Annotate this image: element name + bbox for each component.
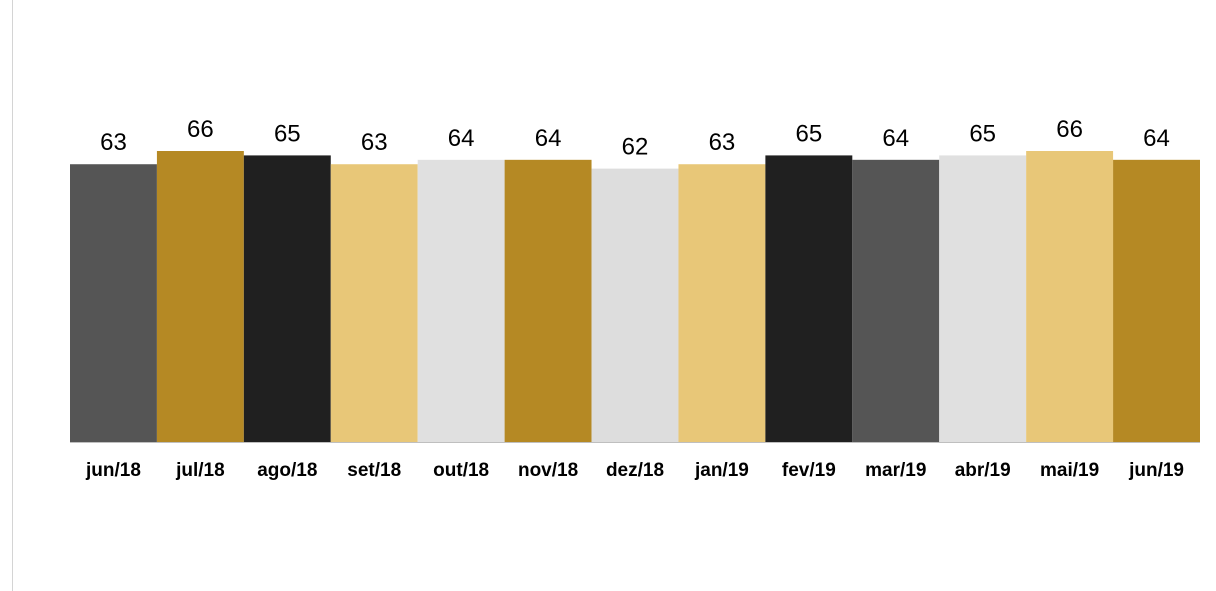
value-label-jun/19: 64 (1143, 125, 1170, 152)
bar-ago/18 (243, 155, 331, 442)
category-labels-group: jun/18 jul/18 ago/18 set/18 out/18 nov/18 dez/… (85, 460, 1184, 481)
category-label-dez/18: dez/18 (606, 460, 664, 481)
category-label-out/18: out/18 (433, 460, 489, 481)
bar-jun/18 (70, 164, 157, 442)
category-label-mai/19: mai/19 (1040, 460, 1099, 481)
bar-set/18 (330, 164, 418, 442)
bars-group (70, 151, 1200, 443)
value-label-mar/19: 64 (882, 125, 909, 152)
category-label-mar/19: mar/19 (865, 460, 926, 481)
value-label-abr/19: 65 (969, 120, 996, 147)
bar-out/18 (417, 159, 505, 442)
bar-jun/19 (1113, 159, 1200, 442)
category-label-fev/19: fev/19 (782, 460, 836, 481)
bar-dez/18 (591, 168, 679, 443)
value-label-dez/18: 62 (622, 134, 649, 161)
category-label-jun/18: jun/18 (85, 460, 141, 481)
value-label-nov/18: 64 (535, 125, 562, 152)
category-label-jan/19: jan/19 (694, 460, 749, 481)
bar-abr/19 (939, 155, 1027, 442)
value-label-jun/18: 63 (100, 129, 127, 156)
bar-jul/18 (156, 151, 244, 442)
category-label-nov/18: nov/18 (518, 460, 578, 481)
category-label-jul/18: jul/18 (175, 460, 225, 481)
value-label-set/18: 63 (361, 129, 388, 156)
bar-mar/19 (852, 159, 940, 442)
category-label-set/18: set/18 (347, 460, 401, 481)
left-border (12, 0, 13, 591)
value-label-out/18: 64 (448, 125, 475, 152)
value-label-fev/19: 65 (795, 120, 822, 147)
category-label-ago/18: ago/18 (257, 460, 317, 481)
bar-fev/19 (765, 155, 853, 442)
category-label-jun/19: jun/19 (1128, 460, 1184, 481)
value-label-jan/19: 63 (709, 129, 736, 156)
value-label-mai/19: 66 (1056, 116, 1083, 143)
bar-nov/18 (504, 159, 592, 442)
value-labels-group: 63 66 65 63 64 64 62 63 65 64 65 66 64 (100, 116, 1170, 161)
value-label-ago/18: 65 (274, 120, 301, 147)
category-label-abr/19: abr/19 (955, 460, 1011, 481)
bar-jan/19 (678, 164, 766, 442)
bar-mai/19 (1026, 151, 1114, 442)
value-label-jul/18: 66 (187, 116, 214, 143)
